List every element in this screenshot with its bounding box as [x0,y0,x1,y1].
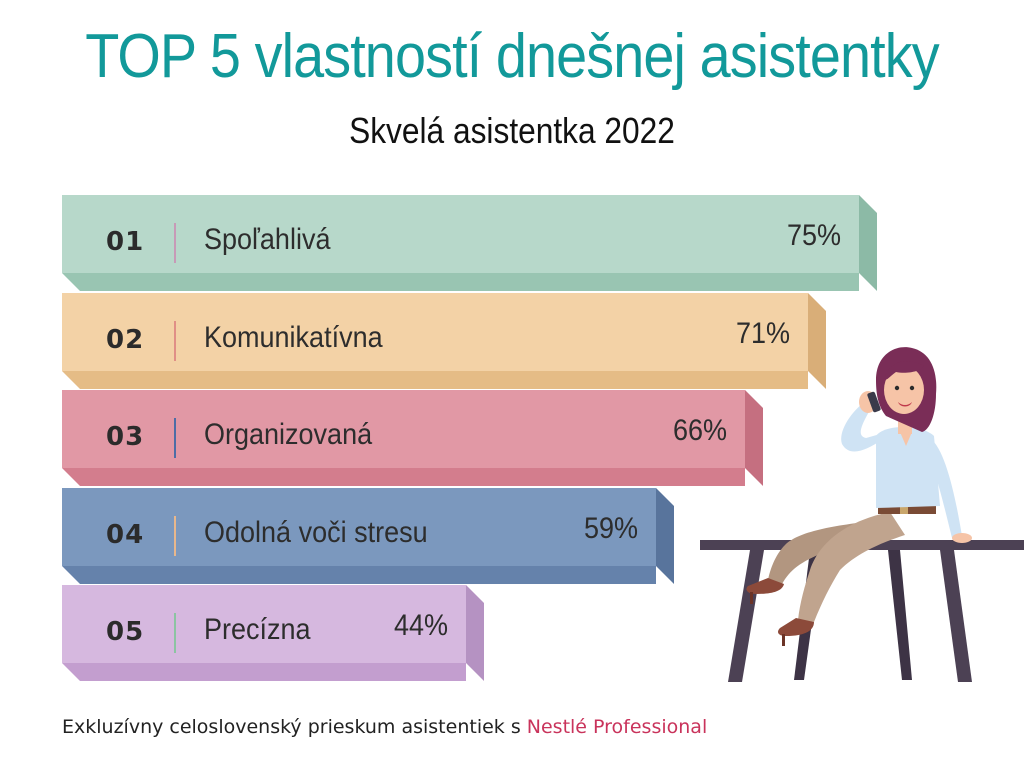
page-subtitle: Skvelá asistentka 2022 [349,110,675,151]
table-leg-right [940,550,972,682]
bar-divider-line [174,223,176,263]
bar-divider-line [174,516,176,556]
bar-front-face: 02 Komunikatívna 71% [62,293,808,371]
page-title: TOP 5 vlastností dnešnej asistentky [85,22,939,91]
bar-bottom-face [62,468,745,486]
bar-value-label: 71% [735,317,790,350]
bar-side-face [466,585,484,681]
bar-divider-line [174,321,176,361]
bar-2: 02 Komunikatívna 71% [62,293,826,389]
bar-rank-number: 02 [106,325,145,355]
bar-side-face [808,293,826,389]
bar-rank-number: 05 [106,617,145,647]
bar-1: 01 Spoľahlivá 75% [62,195,877,291]
bar-rank-number: 03 [106,422,145,452]
footer-text: Exkluzívny celoslovenský prieskum asiste… [62,716,527,738]
bar-category-label: Odolná voči stresu [204,516,428,549]
bar-4: 04 Odolná voči stresu 59% [62,488,674,584]
bar-rank-number: 04 [106,520,145,550]
bar-side-face [745,390,763,486]
bar-front-face: 04 Odolná voči stresu 59% [62,488,656,566]
bar-front-face: 03 Organizovaná 66% [62,390,745,468]
bar-bottom-face [62,273,859,291]
bar-value-label: 44% [393,609,448,642]
bar-5: 05 Precízna 44% [62,585,484,681]
bar-category-label: Spoľahlivá [204,223,331,256]
table-leg-left [728,550,764,682]
assistant-illustration [700,347,1024,682]
bar-value-label: 66% [672,414,727,447]
bar-bottom-face [62,566,656,584]
bar-side-face [656,488,674,584]
footer-brand: Nestlé Professional [526,716,708,738]
bar-value-label: 75% [786,219,841,252]
bar-rank-number: 01 [106,227,145,257]
bar-3: 03 Organizovaná 66% [62,390,763,486]
bar-bottom-face [62,663,466,681]
bar-side-face [859,195,877,291]
bar-value-label: 59% [583,512,638,545]
bar-divider-line [174,418,176,458]
bar-bottom-face [62,371,808,389]
bar-divider-line [174,613,176,653]
bar-category-label: Precízna [204,613,311,646]
footer-note: Exkluzívny celoslovenský prieskum asiste… [62,716,707,738]
bar-category-label: Organizovaná [204,418,373,451]
bar-category-label: Komunikatívna [204,321,383,354]
bar-front-face: 05 Precízna 44% [62,585,466,663]
bar-front-face: 01 Spoľahlivá 75% [62,195,859,273]
